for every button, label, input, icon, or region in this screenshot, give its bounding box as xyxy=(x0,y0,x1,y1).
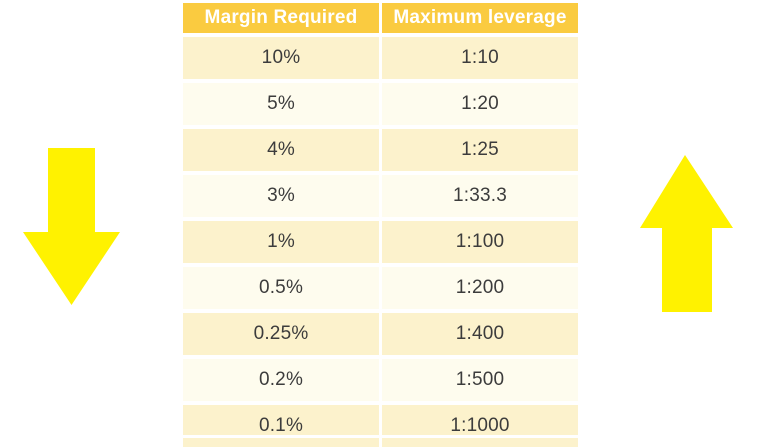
table-cell-margin: 10% xyxy=(183,37,379,79)
table-cell-leverage: 1:1000 xyxy=(382,405,578,447)
table-cell-leverage: 1:33.3 xyxy=(382,175,578,217)
table-cell-margin: 0.5% xyxy=(183,267,379,309)
table-cell-margin: 1% xyxy=(183,221,379,263)
leverage-infographic: Margin Required Maximum leverage 10% 1:1… xyxy=(23,3,733,447)
table-cell-margin: 4% xyxy=(183,129,379,171)
column-header-margin-required: Margin Required xyxy=(183,3,379,33)
table-cell-leverage: 1:100 xyxy=(382,221,578,263)
table-cell-leverage: 1:10 xyxy=(382,37,578,79)
table-cell-leverage: 1:400 xyxy=(382,313,578,355)
table-cell-leverage: 1:25 xyxy=(382,129,578,171)
table-cell-leverage: 1:20 xyxy=(382,83,578,125)
table-cell-margin: 0.1% xyxy=(183,405,379,447)
down-arrow-icon xyxy=(23,148,120,305)
table-cell-margin: 5% xyxy=(183,83,379,125)
table-cell-leverage: 1:500 xyxy=(382,359,578,401)
bottom-margin xyxy=(183,435,578,438)
table-cell-leverage: 1:200 xyxy=(382,267,578,309)
table-cell-margin: 0.2% xyxy=(183,359,379,401)
table-cell-margin: 3% xyxy=(183,175,379,217)
table-cell-margin: 0.25% xyxy=(183,313,379,355)
up-arrow-icon xyxy=(640,155,733,312)
column-header-maximum-leverage: Maximum leverage xyxy=(382,3,578,33)
margin-leverage-table: Margin Required Maximum leverage 10% 1:1… xyxy=(183,3,578,447)
